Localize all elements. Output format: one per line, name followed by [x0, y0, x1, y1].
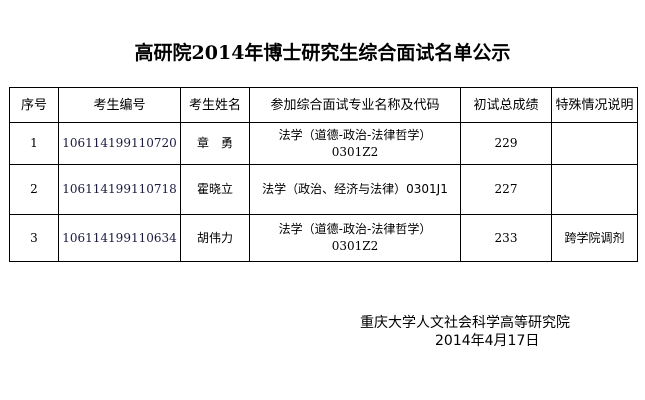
cell-name: 霍晓立	[180, 164, 250, 215]
cell-score: 227	[460, 164, 552, 215]
major-code: 0301Z2	[331, 144, 379, 159]
header-name: 考生姓名	[180, 87, 250, 123]
cell-note: 跨学院调剂	[551, 214, 638, 262]
header-no: 序号	[9, 87, 59, 123]
cell-no: 1	[9, 122, 59, 165]
cell-major: 法学（道德-政治-法律哲学） 0301Z2	[249, 122, 461, 165]
cell-id: 106114199110720	[58, 122, 181, 165]
cell-note	[551, 122, 638, 165]
cell-name: 章 勇	[180, 122, 250, 165]
cell-id: 106114199110718	[58, 164, 181, 215]
major-name: 法学（政治、经济与法律）0301J1	[262, 182, 448, 196]
cell-major: 法学（道德-政治-法律哲学） 0301Z2	[249, 214, 461, 262]
header-id: 考生编号	[58, 87, 181, 123]
major-code: 0301Z2	[331, 239, 379, 253]
cell-score: 229	[460, 122, 552, 165]
table-header-row: 序号 考生编号 考生姓名 参加综合面试专业名称及代码 初试总成绩 特殊情况说明	[9, 87, 638, 123]
page-title: 高研院2014年博士研究生综合面试名单公示	[134, 42, 511, 64]
cell-score: 233	[460, 214, 552, 262]
cell-id: 106114199110634	[58, 214, 181, 262]
cell-no: 3	[9, 214, 59, 262]
footer-date: 2014年4月17日	[435, 333, 540, 349]
header-major: 参加综合面试专业名称及代码	[249, 87, 461, 123]
cell-note	[551, 164, 638, 215]
cell-major: 法学（政治、经济与法律）0301J1	[249, 164, 461, 215]
table-row: 1 106114199110720 章 勇 法学（道德-政治-法律哲学） 0301…	[9, 122, 638, 165]
footer: 重庆大学人文社会科学高等研究院 2014年4月17日	[340, 314, 610, 350]
cell-no: 2	[9, 164, 59, 215]
footer-org: 重庆大学人文社会科学高等研究院	[360, 315, 570, 331]
table-row: 3 106114199110634 胡伟力 法学（道德-政治-法律哲学） 0301…	[9, 214, 638, 262]
table-row: 2 106114199110718 霍晓立 法学（政治、经济与法律）0301J1…	[9, 164, 638, 215]
major-name: 法学（道德-政治-法律哲学）	[278, 222, 432, 236]
header-note: 特殊情况说明	[551, 87, 638, 123]
header-score: 初试总成绩	[460, 87, 552, 123]
major-name: 法学（道德-政治-法律哲学）	[278, 127, 432, 142]
candidate-table: 序号 考生编号 考生姓名 参加综合面试专业名称及代码 初试总成绩 特殊情况说明 …	[9, 87, 638, 262]
cell-name: 胡伟力	[180, 214, 250, 262]
